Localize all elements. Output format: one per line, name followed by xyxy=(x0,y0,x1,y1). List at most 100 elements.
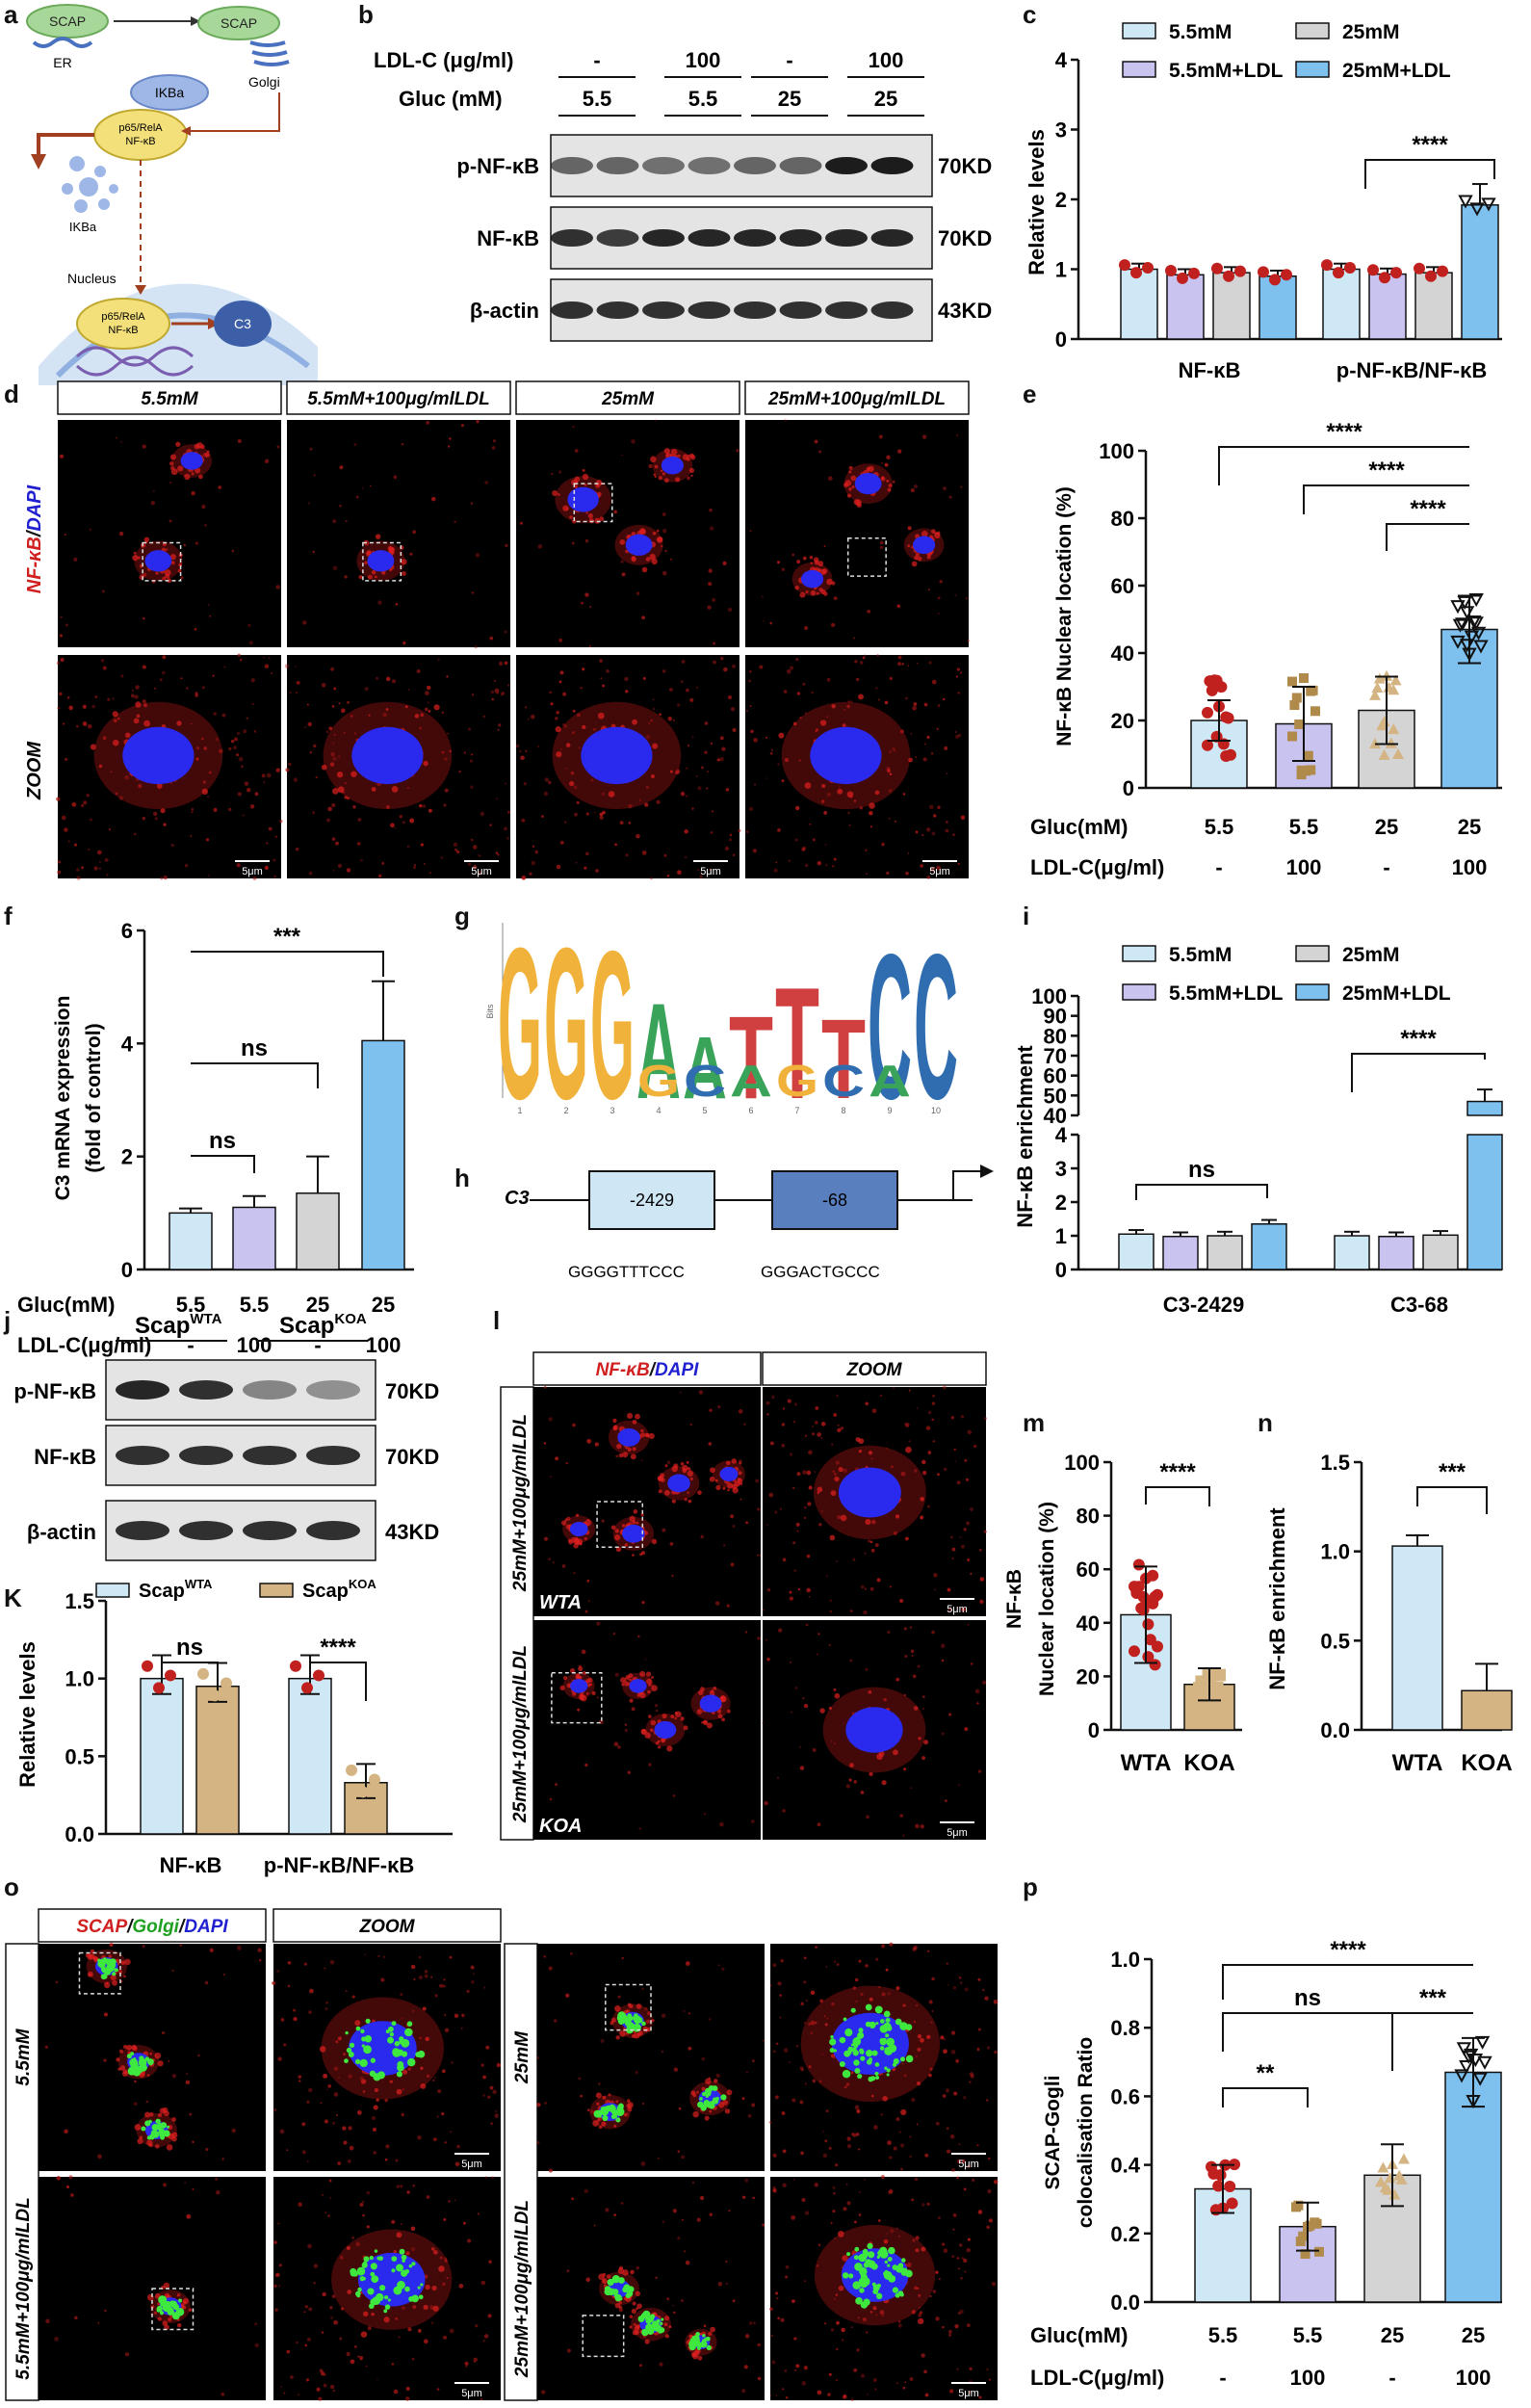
red-punctum xyxy=(680,1716,685,1721)
panel-letters: a b c d e f g h i j K l m n o p xyxy=(3,0,1273,1901)
red-speckle xyxy=(887,2140,892,2145)
red-speckle xyxy=(103,2012,108,2017)
red-punctum xyxy=(598,2273,605,2281)
red-speckle xyxy=(977,1769,982,1773)
red-speckle xyxy=(600,2038,605,2043)
red-speckle xyxy=(192,2187,195,2190)
red-speckle xyxy=(911,1654,914,1657)
red-speckle xyxy=(728,2210,731,2212)
red-punctum xyxy=(717,1714,723,1719)
red-speckle xyxy=(780,1507,783,1510)
red-speckle xyxy=(559,670,564,675)
red-punctum xyxy=(831,581,836,586)
red-punctum xyxy=(602,2278,608,2285)
red-speckle xyxy=(480,2280,486,2286)
red-speckle xyxy=(592,727,596,731)
red-speckle xyxy=(829,1610,833,1613)
red-speckle xyxy=(329,1959,335,1965)
red-speckle xyxy=(659,713,662,717)
red-speckle xyxy=(275,2272,280,2277)
red-speckle xyxy=(745,1521,749,1525)
ikba-top-oval xyxy=(130,74,209,111)
red-punctum xyxy=(668,2325,672,2329)
red-punctum xyxy=(572,709,576,713)
red-speckle xyxy=(902,1834,905,1837)
red-speckle xyxy=(929,866,935,872)
golgi-signal xyxy=(357,2287,362,2292)
red-speckle xyxy=(505,543,508,547)
red-speckle xyxy=(400,2185,403,2188)
red-speckle xyxy=(723,667,728,672)
letter-K: K xyxy=(4,1584,22,1612)
red-speckle xyxy=(712,810,714,813)
golgi-signal xyxy=(702,2334,706,2338)
complex-nuc-l1: p65/RelA xyxy=(101,311,145,323)
red-speckle xyxy=(436,2115,439,2118)
data-point xyxy=(1298,2231,1309,2241)
red-punctum xyxy=(347,2290,352,2294)
red-punctum xyxy=(663,2322,668,2327)
red-punctum xyxy=(696,1709,703,1714)
red-speckle xyxy=(489,636,494,641)
blot-band xyxy=(870,229,914,247)
red-speckle xyxy=(401,442,404,446)
legend-label: ScapKOA xyxy=(302,1577,376,1602)
red-speckle xyxy=(88,849,91,851)
red-speckle xyxy=(163,2183,167,2187)
red-speckle xyxy=(576,713,581,718)
red-speckle xyxy=(171,1969,174,1972)
red-speckle xyxy=(304,726,307,729)
red-punctum xyxy=(175,441,181,447)
red-speckle xyxy=(620,560,624,563)
blot-band xyxy=(179,1521,233,1540)
red-speckle xyxy=(843,1468,848,1474)
golgi-signal xyxy=(368,2303,375,2310)
red-speckle xyxy=(691,2181,695,2185)
red-speckle xyxy=(834,1473,837,1476)
red-speckle xyxy=(467,862,472,866)
red-speckle xyxy=(768,1492,774,1498)
red-speckle xyxy=(615,1454,619,1458)
blot-band xyxy=(825,157,868,174)
red-punctum xyxy=(687,1470,694,1478)
red-punctum xyxy=(321,764,327,771)
red-speckle xyxy=(86,794,90,798)
red-speckle xyxy=(671,1574,674,1578)
red-speckle xyxy=(98,867,102,870)
bar xyxy=(169,1212,213,1270)
red-speckle xyxy=(969,1506,974,1512)
red-speckle xyxy=(436,2388,440,2392)
y-tick-label: 3 xyxy=(1055,1157,1067,1181)
red-speckle xyxy=(551,472,554,476)
red-speckle xyxy=(888,817,891,820)
red-speckle xyxy=(909,2135,912,2138)
red-punctum xyxy=(624,1681,630,1687)
red-punctum xyxy=(613,1425,617,1428)
red-speckle xyxy=(946,2127,949,2131)
red-speckle xyxy=(68,2175,73,2180)
x-category-label: KOA xyxy=(1183,1750,1234,1776)
red-speckle xyxy=(589,605,592,609)
red-speckle xyxy=(323,2383,327,2388)
red-speckle xyxy=(815,1946,817,1949)
red-punctum xyxy=(587,512,593,519)
blot-label: NF-κB xyxy=(477,226,539,250)
red-speckle xyxy=(501,694,504,696)
red-speckle xyxy=(241,765,244,768)
golgi-signal xyxy=(857,2031,865,2039)
red-speckle xyxy=(391,2363,395,2366)
red-speckle xyxy=(748,679,752,683)
red-punctum xyxy=(663,448,670,455)
red-speckle xyxy=(729,838,732,842)
data-point xyxy=(1211,262,1223,275)
red-speckle xyxy=(903,1627,907,1631)
red-speckle xyxy=(838,786,841,789)
red-speckle xyxy=(376,2378,378,2381)
red-punctum xyxy=(402,2069,408,2075)
red-speckle xyxy=(691,807,694,810)
red-speckle xyxy=(707,771,709,772)
red-speckle xyxy=(353,443,357,446)
red-speckle xyxy=(904,1423,910,1427)
red-punctum xyxy=(599,812,604,817)
